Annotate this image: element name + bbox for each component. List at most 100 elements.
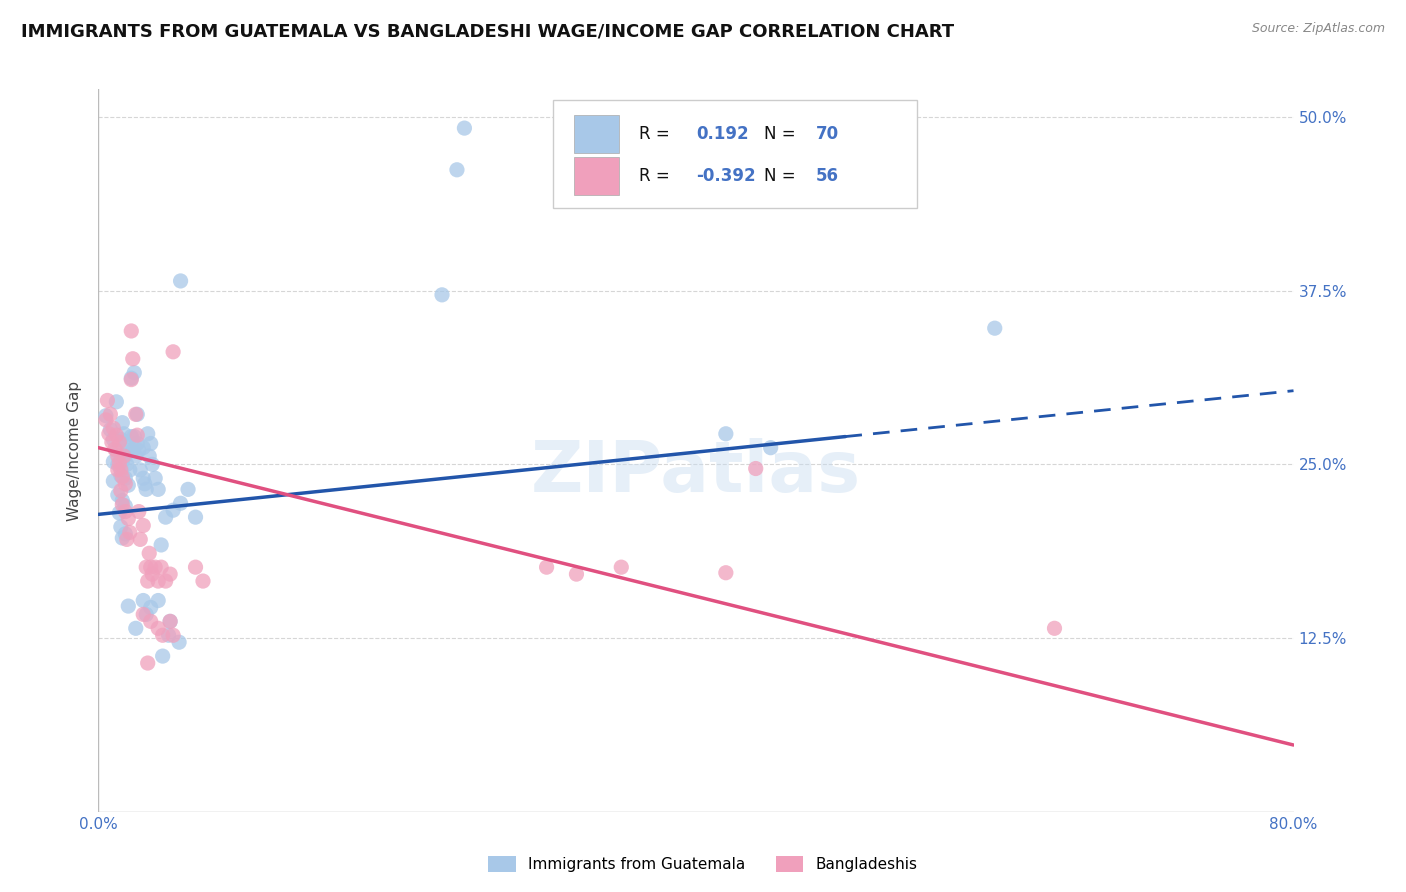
FancyBboxPatch shape <box>574 157 620 194</box>
Point <box>148 621 170 635</box>
Point <box>117 443 139 458</box>
Point <box>111 493 134 508</box>
Point <box>136 426 159 441</box>
Point <box>98 423 122 437</box>
Point <box>111 531 134 545</box>
Point <box>114 449 136 463</box>
Point <box>117 599 139 613</box>
Point <box>114 499 136 513</box>
Text: 0.192: 0.192 <box>696 125 748 143</box>
Point <box>108 456 131 470</box>
Text: R =: R = <box>638 125 675 143</box>
Text: N =: N = <box>763 125 801 143</box>
Point <box>94 409 117 423</box>
Point <box>565 567 588 582</box>
Point <box>536 560 558 574</box>
Point <box>114 476 136 491</box>
FancyBboxPatch shape <box>553 100 917 209</box>
Point <box>141 458 163 472</box>
Point <box>125 449 148 463</box>
Point <box>169 274 191 288</box>
Text: R =: R = <box>638 167 675 185</box>
Point <box>107 449 129 463</box>
Point <box>155 574 177 588</box>
Point <box>114 526 136 541</box>
Point <box>132 441 155 455</box>
Point <box>135 560 157 574</box>
Point <box>125 621 148 635</box>
Point <box>139 436 162 450</box>
Point <box>610 560 633 574</box>
Point <box>152 649 174 664</box>
Point <box>167 635 190 649</box>
Point <box>103 454 125 468</box>
Point <box>114 505 136 519</box>
Point <box>111 470 134 484</box>
Point <box>162 503 184 517</box>
Point <box>159 615 181 629</box>
FancyBboxPatch shape <box>574 115 620 153</box>
Text: 70: 70 <box>815 125 838 143</box>
Point <box>101 435 124 450</box>
Point <box>117 511 139 525</box>
Point <box>112 426 135 441</box>
Point <box>136 656 159 670</box>
Point <box>148 574 170 588</box>
Point <box>159 615 181 629</box>
Point <box>136 574 159 588</box>
Point <box>177 483 200 497</box>
Point <box>132 607 155 622</box>
Text: 56: 56 <box>815 167 838 185</box>
Text: Source: ZipAtlas.com: Source: ZipAtlas.com <box>1251 22 1385 36</box>
Point <box>96 393 118 408</box>
Point <box>103 433 125 447</box>
Text: IMMIGRANTS FROM GUATEMALA VS BANGLADESHI WAGE/INCOME GAP CORRELATION CHART: IMMIGRANTS FROM GUATEMALA VS BANGLADESHI… <box>21 22 955 40</box>
Point <box>111 454 134 468</box>
Point <box>120 429 142 443</box>
Point <box>152 628 174 642</box>
Point <box>124 366 146 380</box>
Point <box>127 428 149 442</box>
Point <box>105 428 128 442</box>
Point <box>134 476 156 491</box>
Text: -0.392: -0.392 <box>696 167 755 185</box>
Legend: Immigrants from Guatemala, Bangladeshis: Immigrants from Guatemala, Bangladeshis <box>481 848 925 880</box>
Point <box>107 463 129 477</box>
Point <box>108 435 131 450</box>
Point <box>129 463 152 477</box>
Point <box>125 407 148 422</box>
Point <box>127 407 149 422</box>
Point <box>759 441 782 455</box>
Point <box>103 421 125 435</box>
Point <box>98 407 122 422</box>
Point <box>120 324 142 338</box>
Point <box>155 510 177 524</box>
Point <box>150 538 173 552</box>
Point <box>110 463 132 477</box>
Point <box>132 518 155 533</box>
Point <box>138 449 160 463</box>
Point <box>118 463 141 477</box>
Point <box>984 321 1007 335</box>
Point <box>128 505 150 519</box>
Point <box>139 600 162 615</box>
Text: ZIPatlas: ZIPatlas <box>531 438 860 507</box>
Point <box>110 520 132 534</box>
Point <box>110 433 132 447</box>
Point <box>139 560 162 574</box>
Point <box>139 615 162 629</box>
Point <box>124 429 146 443</box>
Point <box>107 488 129 502</box>
Point <box>120 373 142 387</box>
Point <box>143 560 166 574</box>
Point <box>114 471 136 485</box>
Point <box>127 436 149 450</box>
Point <box>118 525 141 540</box>
Point <box>184 510 207 524</box>
Point <box>103 474 125 488</box>
Point <box>108 506 131 520</box>
Point <box>105 394 128 409</box>
Point <box>128 443 150 458</box>
Point <box>143 471 166 485</box>
Point <box>714 426 737 441</box>
